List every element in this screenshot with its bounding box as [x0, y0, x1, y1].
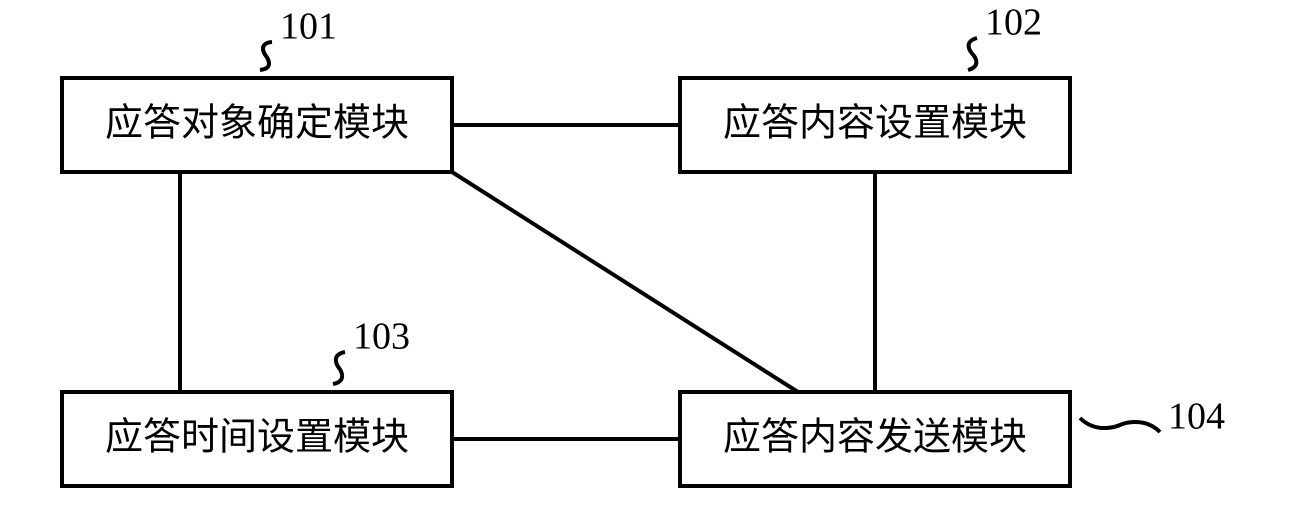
node-n103-label: 应答时间设置模块: [105, 417, 409, 459]
node-n101: 应答对象确定模块 101: [62, 6, 452, 172]
node-n103-refnum: 103: [353, 316, 410, 358]
node-n104-refnum: 104: [1168, 396, 1225, 438]
node-n104: 应答内容发送模块 104: [680, 392, 1225, 486]
node-n102-leader: [968, 38, 977, 70]
node-n101-label: 应答对象确定模块: [105, 103, 409, 145]
node-n102: 应答内容设置模块 102: [680, 2, 1070, 172]
node-n103: 应答时间设置模块 103: [62, 316, 452, 486]
node-n104-leader: [1080, 418, 1160, 432]
node-n103-leader: [333, 352, 345, 384]
node-n104-label: 应答内容发送模块: [723, 417, 1027, 459]
node-n101-leader: [260, 42, 272, 70]
node-n101-refnum: 101: [280, 6, 337, 48]
edge-n101-n104: [452, 172, 798, 392]
node-n102-label: 应答内容设置模块: [723, 103, 1027, 145]
node-n102-refnum: 102: [985, 2, 1042, 44]
